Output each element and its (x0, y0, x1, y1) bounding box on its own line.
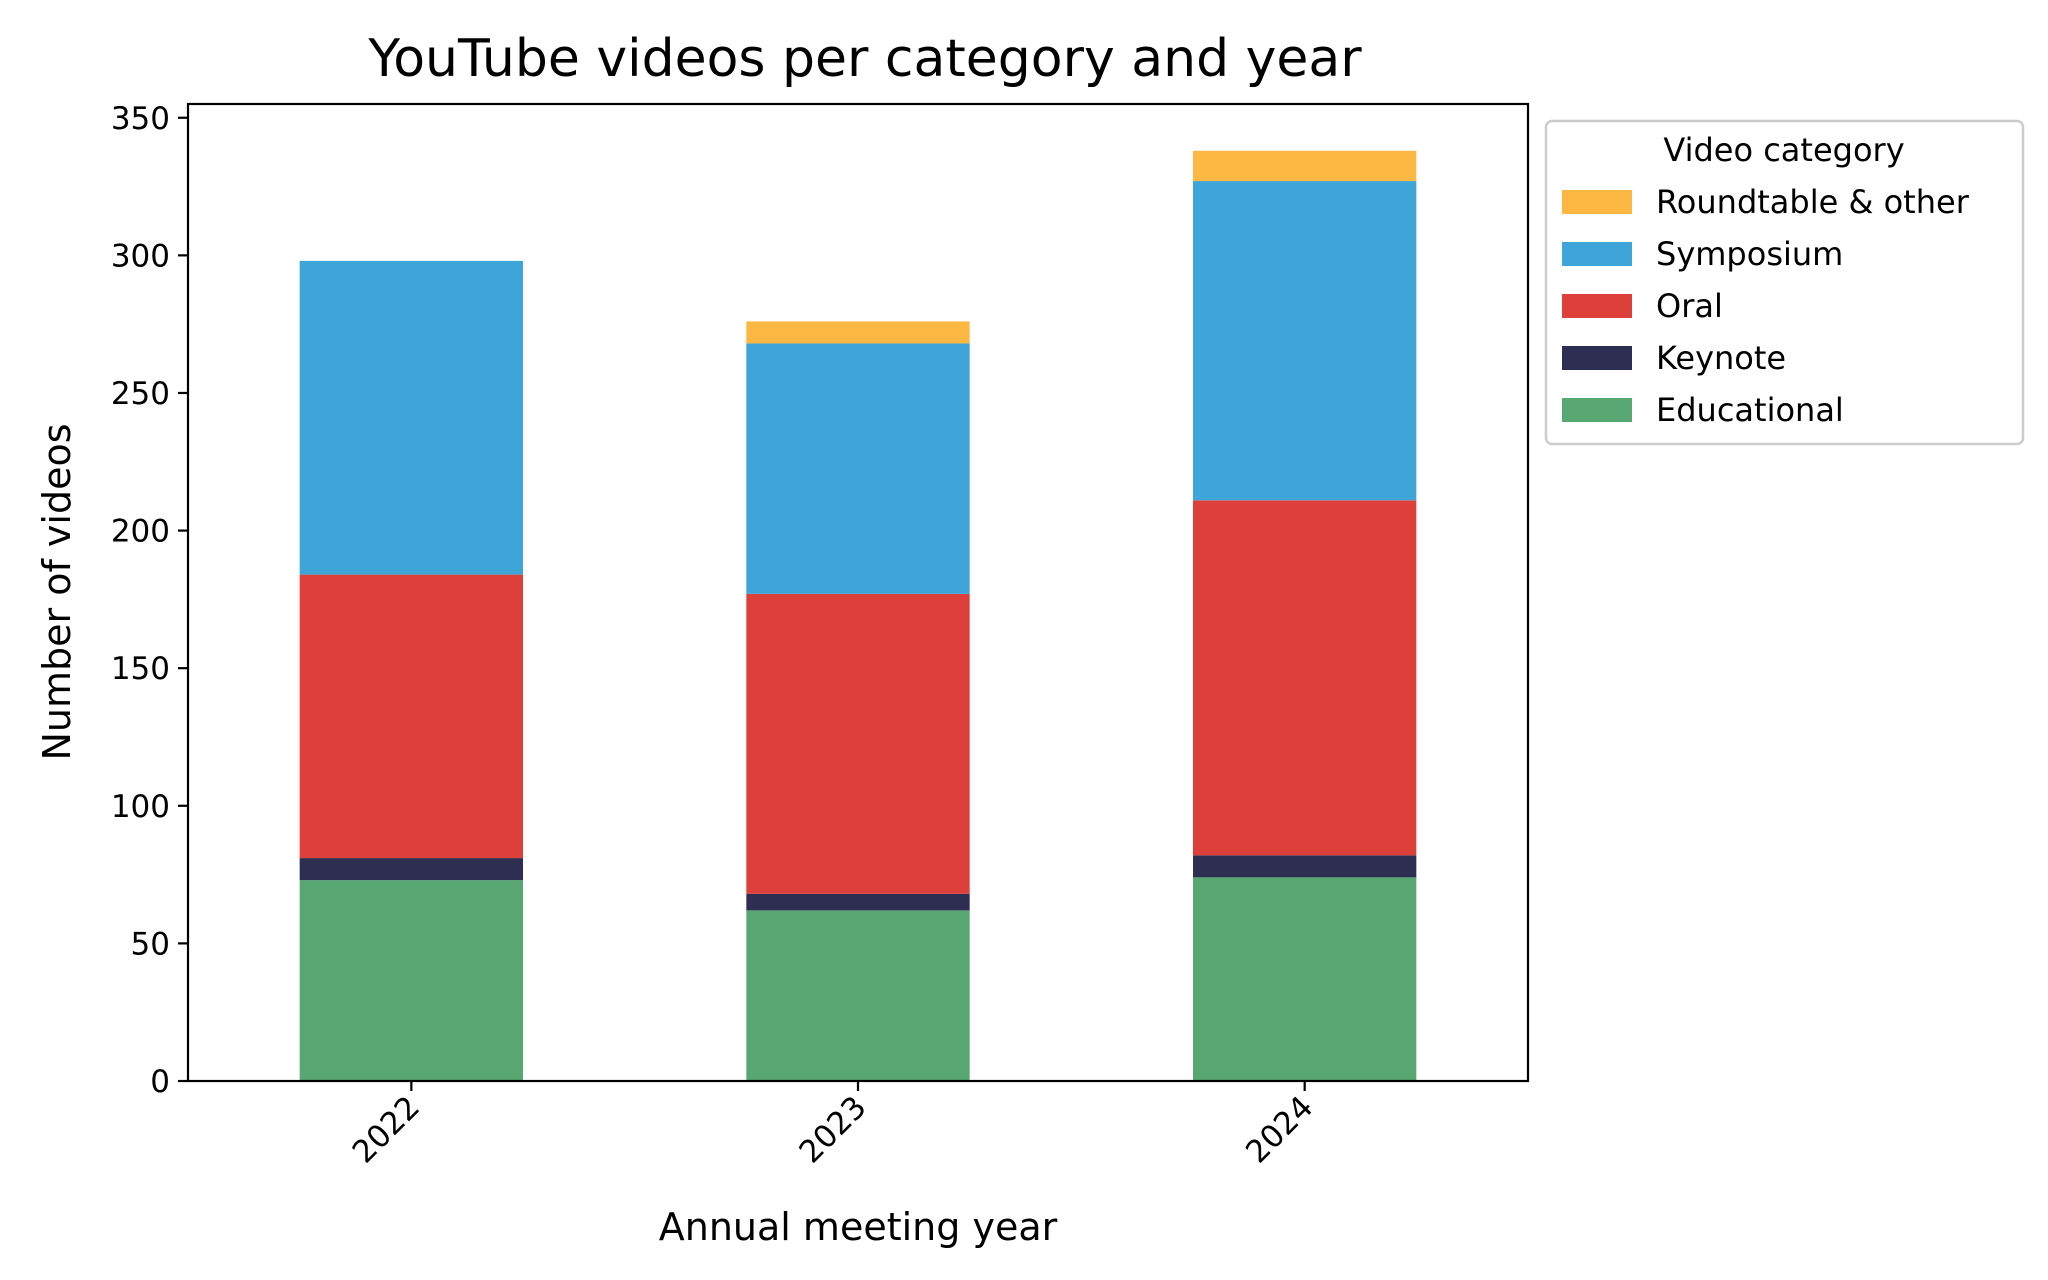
bar-educational-2022 (299, 880, 523, 1081)
x-axis-label: Annual meeting year (659, 1205, 1058, 1249)
y-tick-label: 200 (111, 514, 170, 550)
legend-swatch-oral (1562, 294, 1632, 318)
bar-symposium-2022 (299, 260, 523, 575)
y-tick-label: 0 (150, 1064, 170, 1100)
legend-items: Roundtable & other Symposium Oral Keynote Ed… (1562, 183, 1970, 429)
y-axis: 0 50 100 150 200 250 300 350 (111, 101, 188, 1100)
chart-title: YouTube videos per category and year (367, 29, 1362, 89)
legend-title: Video category (1663, 131, 1904, 169)
legend-swatch-symposium (1562, 242, 1632, 266)
bar-educational-2024 (1193, 877, 1417, 1081)
bar-oral-2022 (299, 574, 523, 859)
bar-keynote-2024 (1193, 855, 1417, 878)
y-tick-label: 50 (131, 926, 170, 962)
bars-layer (299, 150, 1417, 1081)
bar-oral-2023 (746, 593, 970, 894)
y-tick-label: 350 (111, 101, 170, 137)
legend-label-keynote: Keynote (1656, 339, 1786, 377)
bar-educational-2023 (746, 910, 970, 1081)
plot-frame (186, 102, 1530, 1083)
y-tick-label: 300 (111, 238, 170, 274)
bar-symposium-2024 (1193, 181, 1417, 501)
x-tick-label-2023: 2023 (792, 1089, 873, 1170)
legend: Video category Roundtable & other Symposi… (1544, 119, 2025, 446)
y-tick-label: 150 (111, 651, 170, 687)
bar-keynote-2023 (746, 893, 970, 911)
bar-roundtable-other-2024 (1193, 150, 1417, 182)
legend-frame (1544, 119, 2025, 446)
legend-label-oral: Oral (1656, 287, 1723, 325)
legend-label-educational: Educational (1656, 391, 1844, 429)
y-tick-label: 250 (111, 376, 170, 412)
x-tick-label-2024: 2024 (1239, 1089, 1320, 1170)
legend-swatch-roundtable-other (1562, 190, 1632, 214)
y-axis-label: Number of videos (35, 423, 79, 760)
bar-roundtable-other-2023 (746, 321, 970, 344)
bar-oral-2024 (1193, 500, 1417, 856)
legend-label-symposium: Symposium (1656, 235, 1843, 273)
y-tick-label: 100 (111, 789, 170, 825)
x-tick-label-2022: 2022 (346, 1089, 427, 1170)
legend-label-roundtable-other: Roundtable & other (1656, 183, 1970, 221)
x-axis: 2022 2023 2024 (346, 1081, 1320, 1170)
legend-swatch-educational (1562, 398, 1632, 422)
bar-symposium-2023 (746, 343, 970, 594)
bar-keynote-2022 (299, 858, 523, 881)
legend-swatch-keynote (1562, 346, 1632, 370)
